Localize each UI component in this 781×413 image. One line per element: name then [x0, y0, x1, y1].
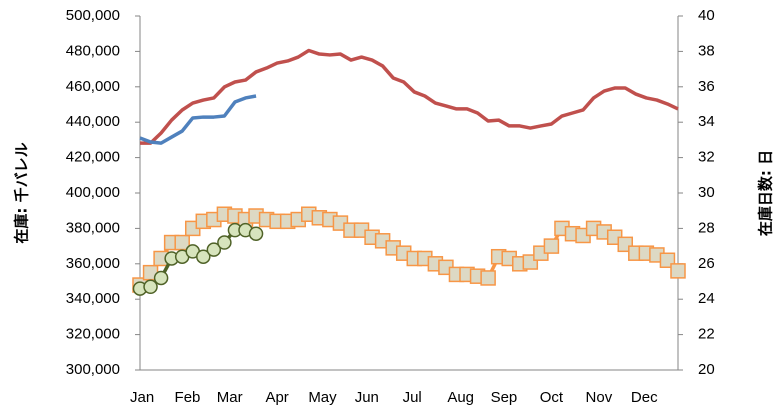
y2-tick-label: 24 — [698, 290, 715, 307]
x-tick-label: May — [308, 389, 337, 406]
y2-tick-label: 40 — [698, 7, 715, 24]
marker — [217, 235, 232, 250]
x-tick-label: Sep — [491, 389, 518, 406]
marker — [143, 279, 158, 295]
x-tick-label: Jan — [130, 389, 154, 406]
series-line — [140, 48, 679, 145]
marker — [153, 270, 169, 286]
x-tick-label: Mar — [217, 389, 243, 406]
y2-tick-label: 22 — [698, 326, 715, 343]
y2-tick-label: 20 — [698, 361, 715, 378]
y-tick-label: 440,000 — [66, 113, 120, 130]
series-line — [139, 94, 257, 145]
x-tick-label: Dec — [631, 389, 658, 406]
y-tick-label: 420,000 — [66, 149, 120, 166]
y2-tick-label: 28 — [698, 219, 715, 236]
x-tick-label: Nov — [586, 389, 613, 406]
y-tick-label: 320,000 — [66, 326, 120, 343]
y-tick-label: 340,000 — [66, 290, 120, 307]
y-tick-label: 360,000 — [66, 255, 120, 272]
y-tick-label: 500,000 — [66, 7, 120, 24]
y2-tick-label: 26 — [698, 255, 715, 272]
marker — [670, 263, 686, 279]
x-tick-label: Jul — [403, 389, 422, 406]
x-tick-label: Jun — [355, 389, 379, 406]
marker — [196, 249, 211, 264]
marker — [206, 242, 222, 257]
y2-tick-label: 30 — [698, 184, 715, 201]
y2-tick-label: 38 — [698, 42, 715, 59]
x-tick-label: Oct — [540, 389, 564, 406]
y-tick-label: 300,000 — [66, 361, 120, 378]
marker — [248, 226, 264, 241]
y2-tick-label: 32 — [698, 149, 715, 166]
y2-tick-label: 36 — [698, 78, 715, 95]
y2-axis-title: 在庫日数: 日 — [757, 150, 775, 236]
y-tick-label: 460,000 — [66, 78, 120, 95]
y-tick-label: 400,000 — [66, 184, 120, 201]
marker — [480, 270, 496, 286]
x-tick-label: Apr — [265, 389, 288, 406]
x-tick-label: Feb — [175, 389, 201, 406]
y-axis-title: 在庫: 千バレル — [13, 142, 31, 243]
y-tick-label: 480,000 — [66, 42, 120, 59]
y2-tick-label: 34 — [698, 113, 715, 130]
marker — [543, 238, 560, 254]
y-tick-label: 380,000 — [66, 219, 120, 236]
x-tick-label: Aug — [447, 389, 474, 406]
